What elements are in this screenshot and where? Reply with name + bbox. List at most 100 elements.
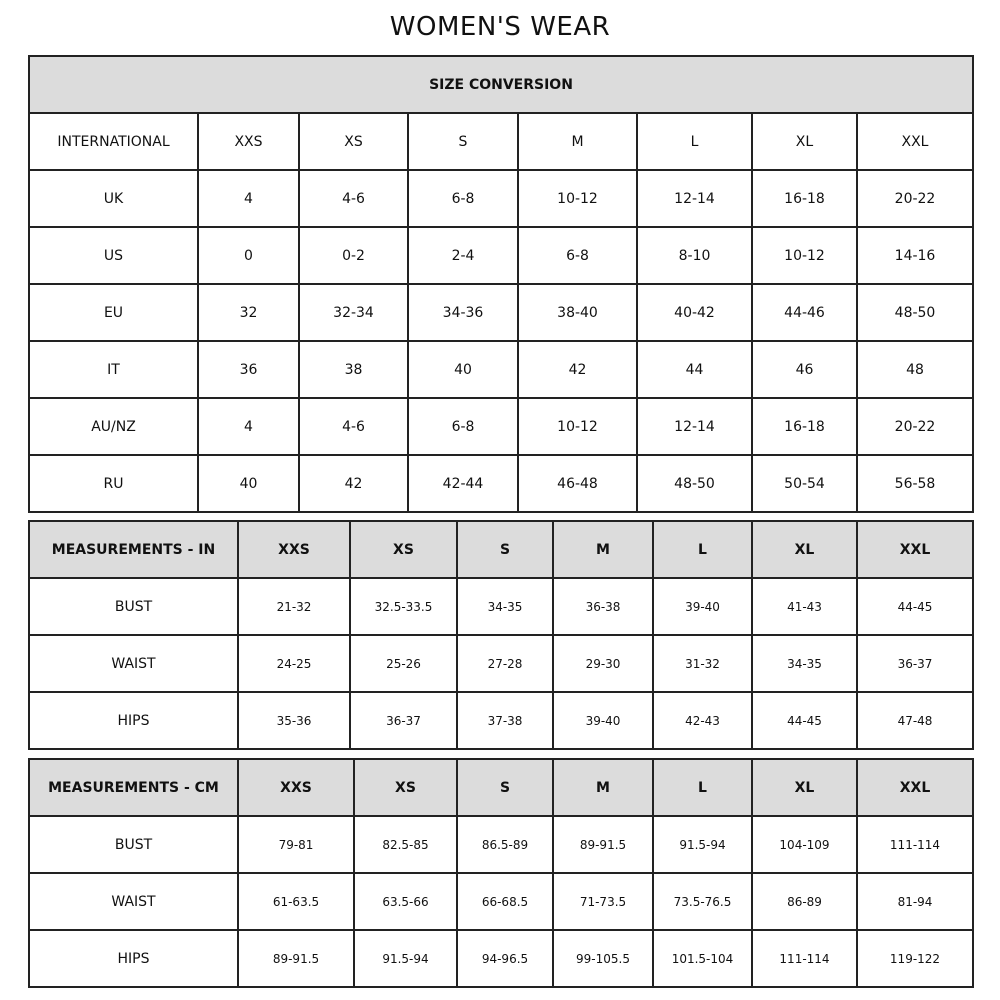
table-row: UK 4 4-6 6-8 10-12 12-14 16-18 20-22 <box>28 169 974 228</box>
table-cell: 89-91.5 <box>552 815 654 874</box>
table-cell: 4-6 <box>298 397 409 456</box>
table-cell: 99-105.5 <box>552 929 654 988</box>
table-row: HIPS 35-36 36-37 37-38 39-40 42-43 44-45 47-48 <box>28 691 974 750</box>
table-row: IT 36 38 40 42 44 46 48 <box>28 340 974 399</box>
table-cell: 42 <box>517 340 638 399</box>
table-cell: 42-43 <box>652 691 753 750</box>
table-cell: 10-12 <box>751 226 858 285</box>
row-label: WAIST <box>28 634 239 693</box>
row-label: RU <box>28 454 199 513</box>
table-cell: 4-6 <box>298 169 409 228</box>
table-cell: 20-22 <box>856 169 974 228</box>
table-cell: 6-8 <box>517 226 638 285</box>
table-cell: 16-18 <box>751 397 858 456</box>
table-cell: 24-25 <box>237 634 351 693</box>
column-header: XL <box>751 520 858 579</box>
table-cell: 44-46 <box>751 283 858 342</box>
page-title: WOMEN'S WEAR <box>389 12 611 42</box>
column-header: XXS <box>237 520 351 579</box>
measurements-cm-table: MEASUREMENTS - CM XXS XS S M L XL XXL BUST 79-81 8… <box>28 758 974 988</box>
column-header: XS <box>353 758 458 817</box>
table-cell: 44-45 <box>751 691 858 750</box>
table-cell: 48 <box>856 340 974 399</box>
column-header: XL <box>751 758 858 817</box>
table-cell: 6-8 <box>407 397 519 456</box>
row-label: HIPS <box>28 929 239 988</box>
column-header: M <box>552 758 654 817</box>
header-row: MEASUREMENTS - IN XXS XS S M L XL XXL <box>28 520 974 579</box>
table-cell: 50-54 <box>751 454 858 513</box>
table-cell: 29-30 <box>552 634 654 693</box>
table-cell: 94-96.5 <box>456 929 554 988</box>
table-cell: 34-35 <box>751 634 858 693</box>
table-cell: 61-63.5 <box>237 872 355 931</box>
table-cell: 34-36 <box>407 283 519 342</box>
table-cell: 42-44 <box>407 454 519 513</box>
row-label: HIPS <box>28 691 239 750</box>
table-cell: 0-2 <box>298 226 409 285</box>
table-cell: 40 <box>407 340 519 399</box>
table-cell: 73.5-76.5 <box>652 872 753 931</box>
column-header: XXL <box>856 758 974 817</box>
table-row: WAIST 24-25 25-26 27-28 29-30 31-32 34-35 36-37 <box>28 634 974 693</box>
table-cell: 10-12 <box>517 169 638 228</box>
table-row: US 0 0-2 2-4 6-8 8-10 10-12 14-16 <box>28 226 974 285</box>
table-cell: 32.5-33.5 <box>349 577 458 636</box>
table-cell: 71-73.5 <box>552 872 654 931</box>
column-header: XXS <box>197 112 300 171</box>
table-cell: 63.5-66 <box>353 872 458 931</box>
table-cell: 46-48 <box>517 454 638 513</box>
table-cell: 42 <box>298 454 409 513</box>
table-cell: 86.5-89 <box>456 815 554 874</box>
table-cell: 44-45 <box>856 577 974 636</box>
table-cell: 46 <box>751 340 858 399</box>
table-cell: 44 <box>636 340 753 399</box>
table-cell: 39-40 <box>652 577 753 636</box>
table-cell: 111-114 <box>856 815 974 874</box>
measurements-in-table: MEASUREMENTS - IN XXS XS S M L XL XXL BUST 21-32 3… <box>28 520 974 750</box>
row-label: BUST <box>28 815 239 874</box>
table-cell: 91.5-94 <box>652 815 753 874</box>
column-header: XXL <box>856 520 974 579</box>
table-cell: 41-43 <box>751 577 858 636</box>
table-cell: 36 <box>197 340 300 399</box>
table-cell: 104-109 <box>751 815 858 874</box>
table-cell: 38-40 <box>517 283 638 342</box>
table-cell: 91.5-94 <box>353 929 458 988</box>
table-cell: 14-16 <box>856 226 974 285</box>
column-header: M <box>552 520 654 579</box>
table-row: EU 32 32-34 34-36 38-40 40-42 44-46 48-50 <box>28 283 974 342</box>
table-cell: 89-91.5 <box>237 929 355 988</box>
table-cell: 38 <box>298 340 409 399</box>
size-conversion-table: SIZE CONVERSION INTERNATIONAL XXS XS S M L XL XX… <box>28 55 974 513</box>
table-cell: 32-34 <box>298 283 409 342</box>
table-cell: 37-38 <box>456 691 554 750</box>
table-cell: 79-81 <box>237 815 355 874</box>
table-cell: 82.5-85 <box>353 815 458 874</box>
column-header: L <box>636 112 753 171</box>
header-row: INTERNATIONAL XXS XS S M L XL XXL <box>28 112 974 171</box>
table-cell: 111-114 <box>751 929 858 988</box>
table-cell: 48-50 <box>636 454 753 513</box>
row-label: UK <box>28 169 199 228</box>
table-banner: SIZE CONVERSION <box>28 55 974 114</box>
table-row: WAIST 61-63.5 63.5-66 66-68.5 71-73.5 73.5-76… <box>28 872 974 931</box>
table-cell: 56-58 <box>856 454 974 513</box>
table-cell: 66-68.5 <box>456 872 554 931</box>
table-cell: 20-22 <box>856 397 974 456</box>
column-header: MEASUREMENTS - CM <box>28 758 239 817</box>
table-cell: 36-38 <box>552 577 654 636</box>
table-cell: 27-28 <box>456 634 554 693</box>
table-cell: 2-4 <box>407 226 519 285</box>
table-row: RU 40 42 42-44 46-48 48-50 50-54 56-58 <box>28 454 974 513</box>
table-cell: 36-37 <box>856 634 974 693</box>
table-cell: 10-12 <box>517 397 638 456</box>
column-header: M <box>517 112 638 171</box>
column-header: XXS <box>237 758 355 817</box>
row-label: US <box>28 226 199 285</box>
table-cell: 0 <box>197 226 300 285</box>
table-cell: 119-122 <box>856 929 974 988</box>
row-label: BUST <box>28 577 239 636</box>
table-cell: 35-36 <box>237 691 351 750</box>
row-label: WAIST <box>28 872 239 931</box>
